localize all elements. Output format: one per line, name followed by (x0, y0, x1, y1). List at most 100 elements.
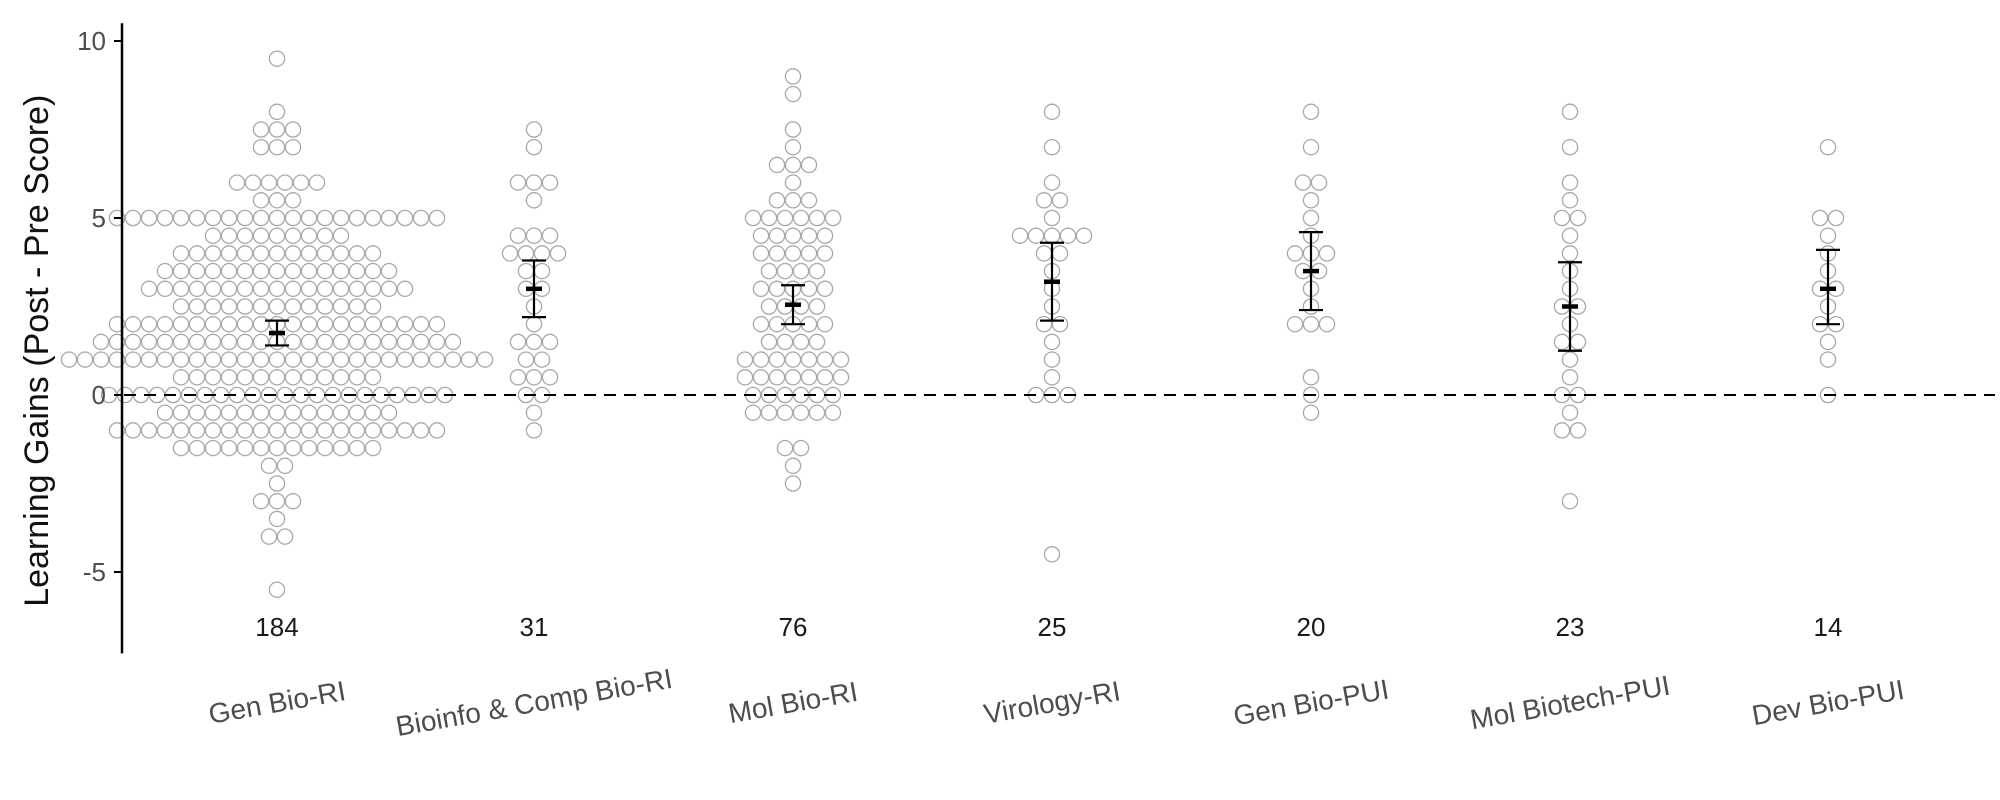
data-point (380, 333, 398, 351)
data-point (300, 280, 318, 298)
data-point (268, 138, 286, 156)
data-point (252, 369, 270, 386)
data-point (784, 68, 802, 85)
sample-size-labels: 184 31 76 25 20 23 14 (255, 612, 1842, 642)
data-point (525, 121, 543, 138)
y-axis-title: Learning Gains (Post - Pre Score) (18, 95, 56, 607)
data-point (260, 386, 278, 404)
data-point (252, 351, 270, 368)
data-point (228, 174, 246, 191)
data-point (204, 404, 222, 421)
data-point (268, 103, 286, 121)
data-point (1043, 103, 1061, 121)
data-point (204, 315, 222, 333)
data-point (316, 245, 334, 262)
data-point (348, 245, 366, 262)
sample-size-label: 184 (255, 612, 298, 642)
data-point (1043, 369, 1061, 386)
data-point (300, 333, 318, 351)
data-point (380, 315, 398, 333)
data-point (541, 369, 559, 386)
data-point (180, 386, 198, 404)
data-point (332, 351, 350, 368)
data-point (444, 351, 462, 368)
data-point (172, 315, 190, 333)
data-point (156, 280, 174, 298)
data-point (1286, 245, 1304, 262)
data-point (188, 369, 206, 386)
data-point (412, 422, 430, 439)
data-point (284, 351, 302, 368)
data-point (268, 280, 286, 298)
data-point (300, 351, 318, 368)
data-point (800, 227, 818, 244)
data-point (108, 315, 126, 333)
data-point (332, 369, 350, 386)
data-point (332, 227, 350, 244)
y-tick-label: -5 (83, 557, 106, 587)
data-point (316, 404, 334, 421)
data-point (276, 528, 294, 545)
data-point (760, 209, 778, 227)
data-point (525, 404, 543, 421)
data-point (1569, 333, 1587, 351)
data-point (316, 422, 334, 439)
data-point (420, 386, 438, 404)
data-point (509, 227, 527, 244)
data-point (348, 333, 366, 351)
summary-error-bars (265, 231, 1840, 352)
data-point (364, 262, 382, 280)
data-point (316, 227, 334, 244)
data-point (412, 351, 430, 368)
data-point (332, 298, 350, 315)
data-point (348, 369, 366, 386)
data-point (268, 298, 286, 315)
data-point (1561, 192, 1579, 209)
data-point (348, 209, 366, 227)
data-point (428, 209, 446, 227)
data-point (525, 227, 543, 244)
data-point (1043, 227, 1061, 244)
data-point (1027, 227, 1045, 244)
data-point (1302, 103, 1320, 121)
data-point (1561, 369, 1579, 386)
data-point (140, 422, 158, 439)
data-point (92, 333, 110, 351)
data-point (220, 280, 238, 298)
data-point (364, 351, 382, 368)
data-point (252, 333, 270, 351)
data-point (364, 280, 382, 298)
sample-size-label: 20 (1297, 612, 1326, 642)
data-point (252, 298, 270, 315)
data-point (348, 439, 366, 457)
data-point (300, 298, 318, 315)
data-point (380, 209, 398, 227)
data-point (396, 333, 414, 351)
data-point (140, 315, 158, 333)
data-point (460, 351, 478, 368)
data-point (332, 245, 350, 262)
data-point (276, 174, 294, 191)
data-point (172, 209, 190, 227)
data-point (204, 422, 222, 439)
data-point (444, 333, 462, 351)
data-point (784, 138, 802, 156)
data-point (108, 333, 126, 351)
data-point (300, 209, 318, 227)
data-point (364, 369, 382, 386)
data-point (1318, 315, 1336, 333)
data-point (816, 369, 834, 386)
data-point (380, 404, 398, 421)
data-point (428, 315, 446, 333)
data-point (156, 333, 174, 351)
data-point (172, 439, 190, 457)
data-point (768, 351, 786, 368)
data-point (252, 422, 270, 439)
data-point (284, 404, 302, 421)
data-point (1819, 351, 1837, 368)
data-point (108, 422, 126, 439)
data-point (768, 369, 786, 386)
data-point (332, 439, 350, 457)
data-point (816, 351, 834, 368)
data-point (268, 351, 286, 368)
